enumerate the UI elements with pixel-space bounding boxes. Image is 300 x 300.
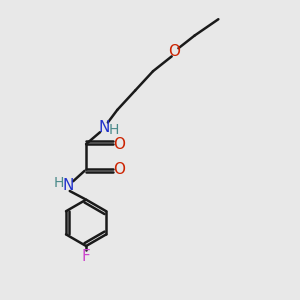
Text: H: H: [108, 123, 118, 137]
Text: O: O: [113, 162, 125, 177]
Text: N: N: [98, 120, 110, 135]
Text: O: O: [168, 44, 180, 59]
Text: N: N: [63, 178, 74, 193]
Text: O: O: [113, 136, 125, 152]
Text: H: H: [54, 176, 64, 190]
Text: F: F: [82, 249, 91, 264]
